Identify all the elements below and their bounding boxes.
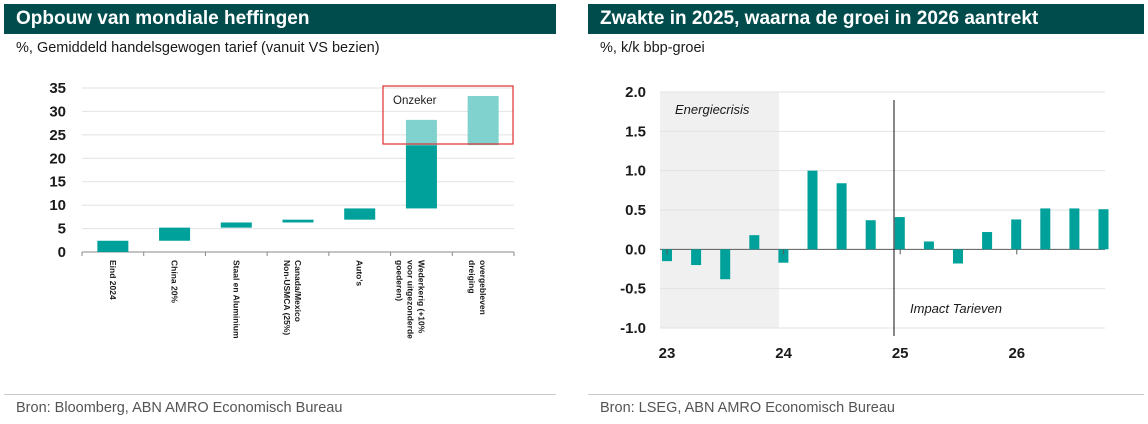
y-tick-label: 25	[49, 127, 66, 144]
y-tick-label: 5	[58, 221, 66, 238]
gdp-bar	[894, 217, 905, 250]
gdp-bar	[836, 183, 847, 250]
y-tick-label: 10	[49, 197, 66, 214]
energy-crisis-label: Energiecrisis	[675, 102, 750, 117]
y-tick-label: 30	[49, 103, 66, 120]
right-chart-subtitle: %, k/k bbp-groei	[600, 40, 705, 56]
gdp-bar	[691, 249, 702, 266]
gdp-bar	[749, 235, 760, 250]
x-category-label-line: Staal en Aluminium	[231, 260, 241, 339]
x-tick-label: 25	[892, 345, 909, 362]
uncertain-label: Onzeker	[393, 95, 437, 107]
y-tick-label: 2.0	[625, 84, 646, 101]
x-tick-label: 23	[659, 345, 676, 362]
tariff-impact-label: Impact Tarieven	[910, 301, 1002, 316]
x-category-label-line: voor uitgezonderde	[405, 260, 415, 339]
waterfall-bar	[282, 219, 314, 223]
x-category-label-line: Wederkerig (+10%	[416, 260, 426, 334]
x-tick-label: 26	[1008, 345, 1025, 362]
left-chart-subtitle: %, Gemiddeld handelsgewogen tarief (vanu…	[16, 40, 380, 56]
x-category-label: Staal en Aluminium	[231, 260, 241, 339]
gdp-bar	[1011, 219, 1022, 250]
x-category-label-line: overgebleven	[478, 260, 488, 315]
left-chart-title: Opbouw van mondiale heffingen	[4, 4, 556, 34]
y-tick-label: -0.5	[620, 281, 646, 298]
left-divider	[4, 394, 556, 395]
x-category-label: Canada/MexicoNon-USMCA (25%)	[282, 260, 303, 335]
y-tick-label: 1.0	[625, 163, 646, 180]
waterfall-bar	[344, 208, 376, 220]
gdp-bar	[720, 249, 731, 280]
gdp-bar	[923, 241, 934, 250]
y-tick-label: 0.5	[625, 202, 646, 219]
x-category-label-line: Auto's	[355, 260, 365, 286]
gdp-bar	[778, 249, 789, 263]
right-chart-panel: Zwakte in 2025, waarna de groei in 2026 …	[588, 4, 1144, 420]
y-tick-label: 15	[49, 174, 66, 191]
right-chart-title: Zwakte in 2025, waarna de groei in 2026 …	[588, 4, 1144, 34]
y-tick-label: -1.0	[620, 320, 646, 337]
gdp-bar	[1040, 208, 1051, 250]
x-category-label-line: dreiging	[467, 260, 477, 294]
x-category-label-line: Eind 2024	[108, 260, 118, 300]
gdp-bar	[982, 232, 993, 250]
y-tick-label: 35	[49, 80, 66, 97]
gdp-bar	[953, 249, 963, 264]
x-category-label: Auto's	[355, 260, 365, 286]
right-chart-svg: 2.0 1.5 1.0 0.5 0.0 -0.5 -1.0 23 24 25 26 Energiecr…	[620, 84, 1109, 362]
right-chart-source: Bron: LSEG, ABN AMRO Economisch Bureau	[600, 400, 895, 416]
uncertain-bar	[467, 95, 499, 146]
gdp-bar	[1098, 209, 1109, 250]
left-chart-svg: 0 5 10 15 20 25 30 35 Eind 2024 China 20% Staal en…	[49, 80, 515, 339]
y-tick-label: 20	[49, 150, 66, 167]
x-category-label-line: Non-USMCA (25%)	[282, 260, 292, 335]
waterfall-bar	[159, 227, 191, 241]
gdp-bar	[662, 249, 672, 262]
y-tick-label: 0.0	[625, 241, 646, 258]
x-category-label: Wederkerig (+10%voor uitgezonderdegoeder…	[394, 260, 426, 339]
left-chart-source: Bron: Bloomberg, ABN AMRO Economisch Bur…	[16, 400, 343, 416]
right-divider	[588, 394, 1144, 395]
gdp-bar	[1069, 208, 1080, 250]
x-category-label-line: goederen)	[394, 260, 404, 301]
x-category-label: Eind 2024	[108, 260, 118, 300]
uncertain-highlight-box	[382, 85, 514, 145]
x-category-label: overgeblevendreiging	[467, 260, 488, 315]
x-category-label-line: Canada/Mexico	[293, 260, 303, 322]
y-tick-label: 1.5	[625, 123, 646, 140]
waterfall-bar	[405, 145, 437, 209]
uncertain-bar	[405, 119, 437, 146]
gdp-bar	[865, 220, 876, 250]
left-chart-panel: Opbouw van mondiale heffingen %, Gemidde…	[4, 4, 556, 420]
waterfall-bar	[97, 240, 129, 252]
y-tick-label: 0	[58, 244, 66, 261]
x-category-label-line: China 20%	[170, 260, 180, 303]
x-tick-label: 24	[775, 345, 792, 362]
waterfall-bar	[220, 222, 252, 228]
gdp-bar	[807, 170, 818, 250]
x-category-label: China 20%	[170, 260, 180, 303]
